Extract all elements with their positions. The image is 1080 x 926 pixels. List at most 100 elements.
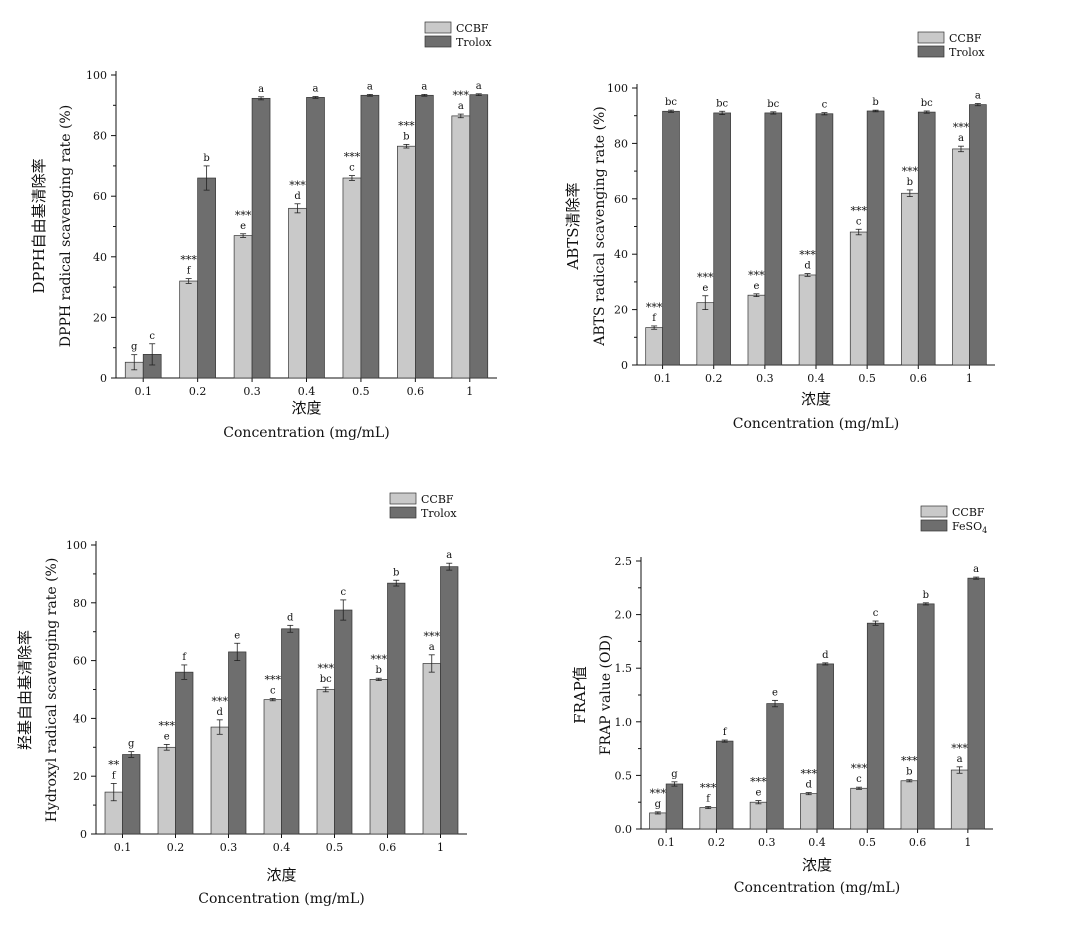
reference-bar — [716, 740, 734, 830]
reference-bar — [764, 112, 783, 366]
reference-bar — [766, 703, 784, 830]
significance-letter: c — [270, 685, 276, 696]
y-tick-label: 60 — [614, 193, 628, 206]
ccbf-bar — [210, 726, 229, 835]
reference-bar — [469, 94, 489, 379]
ccbf-bar — [699, 807, 717, 830]
significance-letter: a — [429, 642, 435, 653]
reference-bar — [306, 97, 325, 379]
significance-letter: f — [182, 652, 187, 663]
ccbf-bar — [747, 294, 766, 366]
y-tick-label: 0.5 — [615, 769, 633, 782]
significance-letter: bc — [320, 674, 332, 685]
significance-letter: e — [753, 281, 759, 292]
reference-bar — [665, 783, 684, 830]
y-tick-label: 40 — [93, 251, 107, 264]
significance-stars: *** — [371, 653, 388, 666]
ccbf-bar — [288, 207, 307, 379]
x-tick-label: 0.3 — [758, 836, 776, 849]
reference-bar — [251, 97, 271, 379]
ccbf-bar — [397, 145, 416, 379]
ccbf-bar — [369, 679, 388, 835]
x-tick-label: 0.1 — [134, 385, 152, 398]
x-tick-label: 0.2 — [189, 385, 207, 398]
legend-swatch — [424, 35, 452, 48]
significance-letter: d — [294, 191, 301, 202]
significance-letter: e — [702, 283, 708, 294]
significance-letter: f — [706, 793, 711, 804]
chart-frap: 0.00.51.01.52.02.50.1g***g0.2f***f0.3e**… — [571, 505, 993, 896]
significance-stars: *** — [453, 89, 470, 102]
reference-bar — [967, 577, 985, 830]
significance-letter: b — [923, 590, 929, 601]
significance-letter: c — [149, 331, 155, 342]
y-tick-label: 20 — [73, 770, 87, 783]
significance-stars: *** — [951, 742, 968, 755]
ccbf-bar — [316, 689, 335, 835]
ccbf-bar — [233, 235, 253, 379]
significance-letter: e — [240, 221, 246, 232]
ccbf-bar — [263, 699, 282, 835]
y-axis-title-cn: DPPH自由基清除率 — [30, 158, 48, 293]
x-axis-title-en: Concentration (mg/mL) — [733, 416, 899, 432]
significance-letter: a — [367, 81, 373, 92]
legend-label-subscript: 4 — [982, 526, 987, 535]
reference-bar — [122, 754, 141, 835]
reference-bar — [866, 622, 885, 830]
ccbf-bar — [696, 302, 715, 366]
x-tick-label: 0.5 — [352, 385, 370, 398]
reference-bar — [387, 582, 406, 835]
significance-letter: d — [805, 780, 812, 791]
reference-bar — [816, 663, 834, 830]
significance-letter: e — [164, 731, 170, 742]
y-tick-label: 100 — [607, 82, 628, 95]
ccbf-bar — [451, 115, 471, 379]
significance-letter: c — [856, 774, 862, 785]
ccbf-bar — [950, 769, 969, 830]
significance-letter: a — [458, 101, 464, 112]
significance-letter: bc — [665, 97, 677, 108]
ccbf-bar — [952, 148, 970, 366]
significance-letter: a — [258, 84, 264, 95]
legend-label: Trolox — [949, 46, 985, 59]
x-tick-label: 0.2 — [705, 372, 723, 385]
legend-swatch — [917, 31, 945, 44]
x-axis-title-en: Concentration (mg/mL) — [198, 891, 364, 907]
y-tick-label: 0.0 — [615, 823, 633, 836]
y-tick-label: 2.5 — [615, 555, 633, 568]
significance-letter: b — [403, 131, 409, 142]
x-axis-title-en: Concentration (mg/mL) — [223, 425, 389, 441]
x-tick-label: 0.5 — [858, 372, 876, 385]
y-tick-label: 0 — [80, 828, 87, 841]
significance-letter: g — [128, 739, 135, 750]
ccbf-bar — [645, 327, 663, 366]
ccbf-bar — [157, 746, 176, 835]
significance-letter: c — [873, 608, 879, 619]
x-axis-title-en: Concentration (mg/mL) — [734, 880, 900, 896]
significance-stars: *** — [851, 762, 868, 775]
x-tick-label: 1 — [966, 372, 973, 385]
significance-letter: a — [476, 81, 482, 92]
x-axis-title-cn: 浓度 — [291, 399, 321, 417]
significance-stars: *** — [318, 662, 335, 675]
y-tick-label: 80 — [93, 130, 107, 143]
significance-stars: *** — [212, 695, 229, 708]
significance-letter: e — [234, 630, 240, 641]
y-tick-label: 20 — [614, 304, 628, 317]
x-tick-label: 0.6 — [407, 385, 425, 398]
y-tick-label: 80 — [614, 137, 628, 150]
significance-stars: *** — [750, 776, 767, 789]
x-tick-label: 0.4 — [273, 841, 291, 854]
y-tick-label: 60 — [93, 190, 107, 203]
significance-stars: *** — [901, 755, 918, 768]
significance-letter: g — [131, 342, 138, 353]
significance-stars: *** — [697, 271, 714, 284]
significance-letter: e — [772, 687, 778, 698]
significance-letter: b — [907, 177, 913, 188]
x-tick-label: 0.4 — [807, 372, 825, 385]
significance-letter: d — [804, 261, 811, 272]
y-tick-label: 1.5 — [615, 662, 633, 675]
x-tick-label: 0.1 — [114, 841, 132, 854]
legend-swatch — [424, 21, 452, 34]
x-tick-label: 0.2 — [167, 841, 185, 854]
